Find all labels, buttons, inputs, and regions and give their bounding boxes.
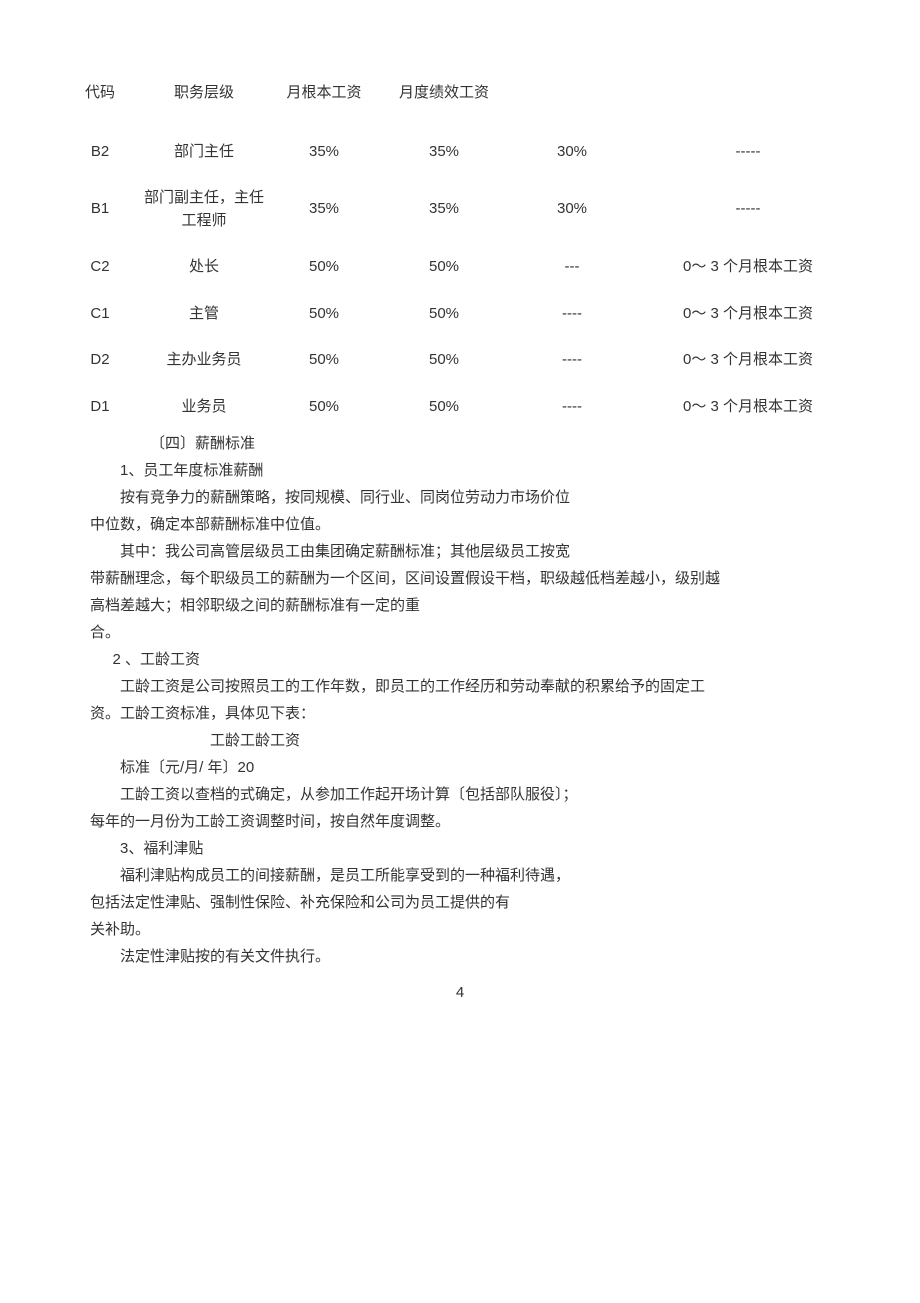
cell-base: 50%	[268, 244, 380, 291]
cell-base: 35%	[268, 175, 380, 244]
cell-extra1: ---	[508, 244, 636, 291]
heading-4: 〔四〕薪酬标准	[90, 430, 830, 457]
paragraph: 福利津贴构成员工的间接薪酬，是员工所能享受到的一种福利待遇，	[90, 862, 830, 889]
paragraph: 高档差越大；相邻职级之间的薪酬标准有一定的重	[90, 592, 830, 619]
cell-perf: 50%	[380, 384, 508, 431]
cell-base: 50%	[268, 291, 380, 338]
cell-perf: 35%	[380, 175, 508, 244]
paragraph: 法定性津贴按的有关文件执行。	[90, 943, 830, 970]
table-row: C1 主管 50% 50% ---- 0～ 3 个月根本工资	[60, 291, 860, 338]
cell-base: 50%	[268, 384, 380, 431]
cell-perf: 50%	[380, 337, 508, 384]
col-header-level: 职务层级	[140, 70, 268, 129]
cell-level: 主管	[140, 291, 268, 338]
heading-4-1: 1、员工年度标准薪酬	[90, 457, 830, 484]
salary-structure-table: 代码 职务层级 月根本工资 月度绩效工资 B2 部门主任 35% 35% 30%…	[60, 70, 860, 430]
paragraph: 中位数，确定本部薪酬标准中位值。	[90, 511, 830, 538]
paragraph: 每年的一月份为工龄工资调整时间，按自然年度调整。	[90, 808, 830, 835]
cell-extra2: -----	[636, 175, 860, 244]
cell-level: 处长	[140, 244, 268, 291]
table-row: B2 部门主任 35% 35% 30% -----	[60, 129, 860, 176]
cell-extra1: 30%	[508, 129, 636, 176]
table-row: D1 业务员 50% 50% ---- 0～ 3 个月根本工资	[60, 384, 860, 431]
col-header-extra1	[508, 70, 636, 129]
cell-extra1: 30%	[508, 175, 636, 244]
cell-extra2: -----	[636, 129, 860, 176]
table-header-row: 代码 职务层级 月根本工资 月度绩效工资	[60, 70, 860, 129]
cell-level: 部门副主任，主任工程师	[140, 175, 268, 244]
paragraph: 工龄工资以查档的式确定，从参加工作起开场计算〔包括部队服役〕；	[90, 781, 830, 808]
table-caption: 工龄工龄工资	[90, 727, 830, 754]
cell-code: D2	[60, 337, 140, 384]
cell-code: C1	[60, 291, 140, 338]
paragraph: 其中：我公司高管层级员工由集团确定薪酬标准；其他层级员工按宽	[90, 538, 830, 565]
table-row: D2 主办业务员 50% 50% ---- 0～ 3 个月根本工资	[60, 337, 860, 384]
col-header-extra2	[636, 70, 860, 129]
document-page: 代码 职务层级 月根本工资 月度绩效工资 B2 部门主任 35% 35% 30%…	[0, 0, 920, 1045]
heading-4-2: 2 、工龄工资	[90, 646, 830, 673]
cell-code: B2	[60, 129, 140, 176]
cell-extra1: ----	[508, 337, 636, 384]
paragraph: 关补助。	[90, 916, 830, 943]
paragraph: 包括法定性津贴、强制性保险、补充保险和公司为员工提供的有	[90, 889, 830, 916]
cell-level: 部门主任	[140, 129, 268, 176]
cell-code: C2	[60, 244, 140, 291]
col-header-code: 代码	[60, 70, 140, 129]
table-row: B1 部门副主任，主任工程师 35% 35% 30% -----	[60, 175, 860, 244]
cell-base: 50%	[268, 337, 380, 384]
cell-level: 业务员	[140, 384, 268, 431]
paragraph: 带薪酬理念，每个职级员工的薪酬为一个区间，区间设置假设干档，职级越低档差越小，级…	[90, 565, 830, 592]
cell-code: D1	[60, 384, 140, 431]
page-number: 4	[60, 982, 860, 1005]
cell-extra2: 0～ 3 个月根本工资	[636, 291, 860, 338]
cell-perf: 50%	[380, 244, 508, 291]
cell-level: 主办业务员	[140, 337, 268, 384]
cell-base: 35%	[268, 129, 380, 176]
cell-extra2: 0～ 3 个月根本工资	[636, 244, 860, 291]
col-header-base: 月根本工资	[268, 70, 380, 129]
heading-4-3: 3、福利津贴	[90, 835, 830, 862]
cell-perf: 50%	[380, 291, 508, 338]
document-body: 〔四〕薪酬标准 1、员工年度标准薪酬 按有竞争力的薪酬策略，按同规模、同行业、同…	[60, 430, 860, 970]
paragraph: 按有竞争力的薪酬策略，按同规模、同行业、同岗位劳动力市场价位	[90, 484, 830, 511]
cell-extra1: ----	[508, 291, 636, 338]
cell-code: B1	[60, 175, 140, 244]
cell-extra2: 0～ 3 个月根本工资	[636, 337, 860, 384]
paragraph: 工龄工资是公司按照员工的工作年数，即员工的工作经历和劳动奉献的积累给予的固定工	[90, 673, 830, 700]
cell-extra2: 0～ 3 个月根本工资	[636, 384, 860, 431]
col-header-perf: 月度绩效工资	[380, 70, 508, 129]
paragraph: 标准〔元/月/ 年〕20	[90, 754, 830, 781]
cell-perf: 35%	[380, 129, 508, 176]
paragraph: 资。工龄工资标准，具体见下表：	[90, 700, 830, 727]
table-row: C2 处长 50% 50% --- 0～ 3 个月根本工资	[60, 244, 860, 291]
cell-extra1: ----	[508, 384, 636, 431]
paragraph: 合。	[90, 619, 830, 646]
